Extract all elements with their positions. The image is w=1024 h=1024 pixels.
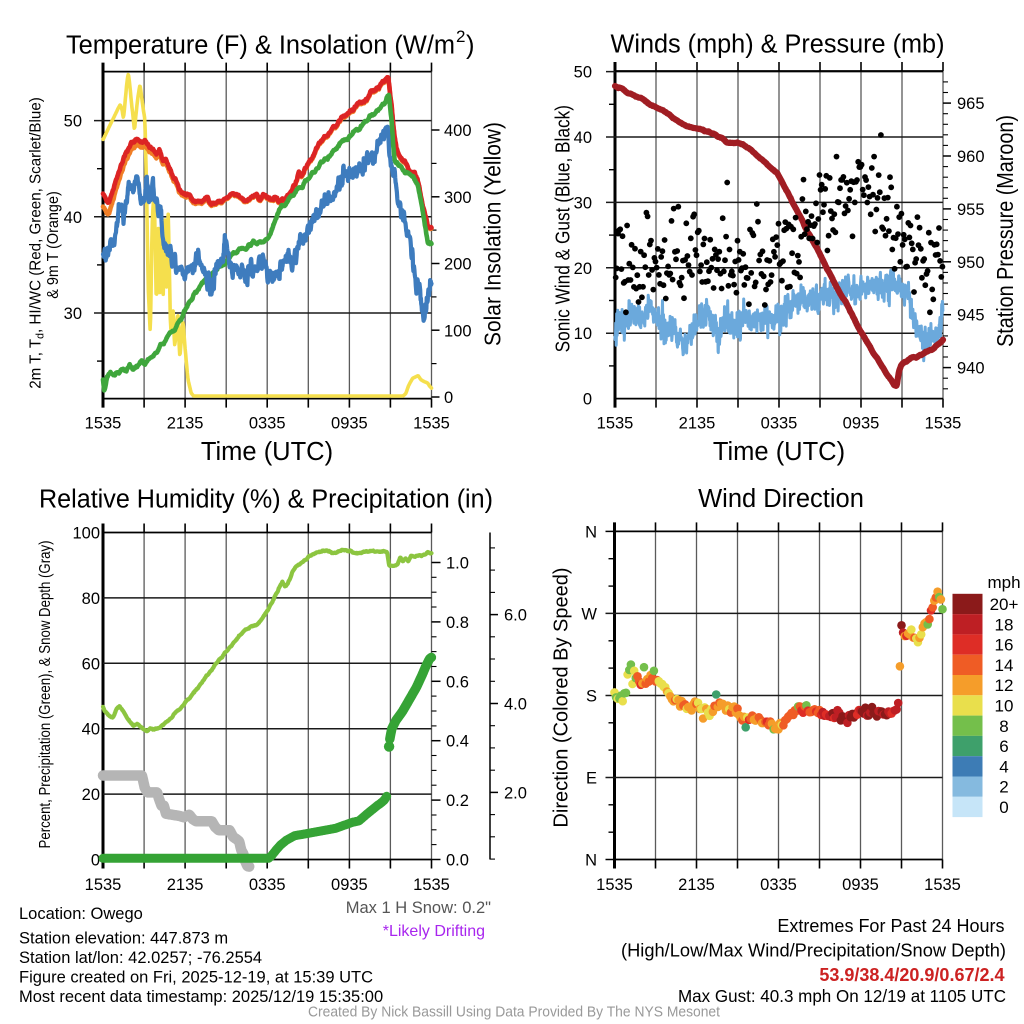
svg-text:100: 100 <box>444 322 472 340</box>
svg-text:955: 955 <box>957 201 985 219</box>
svg-text:16: 16 <box>995 636 1014 655</box>
svg-text:80: 80 <box>82 590 100 608</box>
svg-text:Time (UTC): Time (UTC) <box>713 438 845 466</box>
svg-text:53.9/38.4/20.9/0.67/2.4: 53.9/38.4/20.9/0.67/2.4 <box>819 965 1004 985</box>
svg-text:Direction (Colored By Speed): Direction (Colored By Speed) <box>551 567 573 827</box>
svg-text:0.8: 0.8 <box>446 614 469 632</box>
svg-text:965: 965 <box>957 95 985 113</box>
svg-text:2: 2 <box>456 27 465 46</box>
svg-text:): ) <box>466 32 475 60</box>
svg-text:1535: 1535 <box>596 876 633 894</box>
svg-text:10: 10 <box>995 696 1014 715</box>
svg-text:Figure created on Fri, 2025-12: Figure created on Fri, 2025-12-19, at 15… <box>19 969 373 987</box>
svg-text:1535: 1535 <box>924 876 961 894</box>
svg-text:Created By Nick Bassill Using: Created By Nick Bassill Using Data Provi… <box>308 1004 721 1021</box>
svg-text:Wind Direction: Wind Direction <box>698 485 864 513</box>
svg-text:0.4: 0.4 <box>446 733 469 751</box>
svg-text:Winds (mph) & Pressure (mb): Winds (mph) & Pressure (mb) <box>611 31 945 59</box>
svg-text:Time (UTC): Time (UTC) <box>201 438 333 466</box>
svg-text:(High/Low/Max Wind/Precipitati: (High/Low/Max Wind/Precipitation/Snow De… <box>621 941 1006 961</box>
svg-text:18: 18 <box>995 615 1014 634</box>
svg-text:Relative Humidity (%) & Precip: Relative Humidity (%) & Precipitation (i… <box>39 486 493 514</box>
svg-text:2.0: 2.0 <box>504 784 527 802</box>
svg-text:1535: 1535 <box>413 876 450 894</box>
svg-text:Sonic Wind & Gust (Blue, Black: Sonic Wind & Gust (Blue, Black) <box>551 105 573 352</box>
svg-text:8: 8 <box>999 717 1008 736</box>
svg-text:300: 300 <box>444 189 472 207</box>
svg-text:& 9m T (Orange): & 9m T (Orange) <box>44 191 62 298</box>
svg-text:40: 40 <box>64 209 82 227</box>
svg-text:N: N <box>585 852 597 870</box>
svg-text:Solar Insolation (Yellow): Solar Insolation (Yellow) <box>480 122 506 346</box>
svg-text:0: 0 <box>91 852 100 870</box>
svg-text:950: 950 <box>957 254 985 272</box>
svg-text:W: W <box>581 605 597 623</box>
svg-text:2m T, Td, HI/WC (Red, Green, S: 2m T, Td, HI/WC (Red, Green, Scarlet/Blu… <box>27 97 46 389</box>
svg-text:Station lat/lon: 42.0257; -76.: Station lat/lon: 42.0257; -76.2554 <box>19 949 262 967</box>
svg-text:2: 2 <box>999 778 1008 797</box>
svg-text:Max Gust: 40.3 mph On 12/19 at: Max Gust: 40.3 mph On 12/19 at 1105 UTC <box>678 986 1006 1006</box>
svg-text:200: 200 <box>444 256 472 274</box>
svg-text:20: 20 <box>574 260 592 278</box>
svg-text:0335: 0335 <box>249 415 286 433</box>
svg-text:0935: 0935 <box>331 876 368 894</box>
svg-text:60: 60 <box>82 655 100 673</box>
svg-text:20+: 20+ <box>990 595 1019 614</box>
svg-text:2135: 2135 <box>679 415 716 433</box>
svg-text:0935: 0935 <box>842 876 879 894</box>
svg-text:940: 940 <box>957 360 985 378</box>
svg-text:1535: 1535 <box>85 876 122 894</box>
svg-text:0.2: 0.2 <box>446 792 469 810</box>
svg-text:Max 1 H Snow: 0.2": Max 1 H Snow: 0.2" <box>346 899 491 917</box>
svg-text:0: 0 <box>583 391 592 409</box>
svg-text:Extremes For Past 24 Hours: Extremes For Past 24 Hours <box>777 916 1004 936</box>
svg-text:4.0: 4.0 <box>504 696 527 714</box>
svg-text:E: E <box>586 769 597 787</box>
svg-text:0.0: 0.0 <box>446 852 469 870</box>
svg-text:0.6: 0.6 <box>446 673 469 691</box>
svg-text:12: 12 <box>995 676 1014 695</box>
svg-text:Most recent data timestamp: 20: Most recent data timestamp: 2025/12/19 1… <box>19 988 383 1006</box>
svg-text:4: 4 <box>999 757 1008 776</box>
svg-text:50: 50 <box>64 113 82 131</box>
svg-text:6.0: 6.0 <box>504 607 527 625</box>
svg-text:N: N <box>585 523 597 541</box>
svg-text:2135: 2135 <box>167 876 204 894</box>
svg-text:10: 10 <box>574 325 592 343</box>
svg-text:1.0: 1.0 <box>446 555 469 573</box>
svg-text:2135: 2135 <box>167 415 204 433</box>
svg-text:0935: 0935 <box>843 415 880 433</box>
svg-text:40: 40 <box>82 721 100 739</box>
svg-text:30: 30 <box>64 305 82 323</box>
svg-text:Location: Owego: Location: Owego <box>19 905 143 923</box>
svg-text:0: 0 <box>999 798 1008 817</box>
svg-text:6: 6 <box>999 737 1008 756</box>
svg-text:40: 40 <box>574 129 592 147</box>
svg-text:1535: 1535 <box>85 415 122 433</box>
svg-text:1535: 1535 <box>597 415 634 433</box>
svg-text:400: 400 <box>444 122 472 140</box>
svg-text:14: 14 <box>995 656 1014 675</box>
svg-text:0935: 0935 <box>331 415 368 433</box>
svg-text:mph: mph <box>987 573 1020 592</box>
svg-text:20: 20 <box>82 786 100 804</box>
svg-text:0335: 0335 <box>761 415 798 433</box>
svg-text:S: S <box>586 687 597 705</box>
svg-text:Temperature (F) & Insolation (: Temperature (F) & Insolation (W/m <box>66 32 455 60</box>
svg-text:*Likely Drifting: *Likely Drifting <box>383 923 485 940</box>
svg-text:945: 945 <box>957 307 985 325</box>
svg-text:100: 100 <box>72 525 100 543</box>
svg-text:2135: 2135 <box>678 876 715 894</box>
svg-text:0: 0 <box>444 389 453 407</box>
svg-text:960: 960 <box>957 148 985 166</box>
svg-text:1535: 1535 <box>413 415 450 433</box>
svg-text:50: 50 <box>574 64 592 82</box>
svg-text:30: 30 <box>574 194 592 212</box>
svg-text:Station elevation: 447.873 m: Station elevation: 447.873 m <box>19 930 228 948</box>
svg-text:0335: 0335 <box>760 876 797 894</box>
svg-text:0335: 0335 <box>249 876 286 894</box>
svg-text:Percent, Precipitation (Green): Percent, Precipitation (Green), & Snow D… <box>37 541 54 849</box>
svg-text:Station Pressure (Maroon): Station Pressure (Maroon) <box>993 115 1019 347</box>
svg-text:1535: 1535 <box>925 415 962 433</box>
